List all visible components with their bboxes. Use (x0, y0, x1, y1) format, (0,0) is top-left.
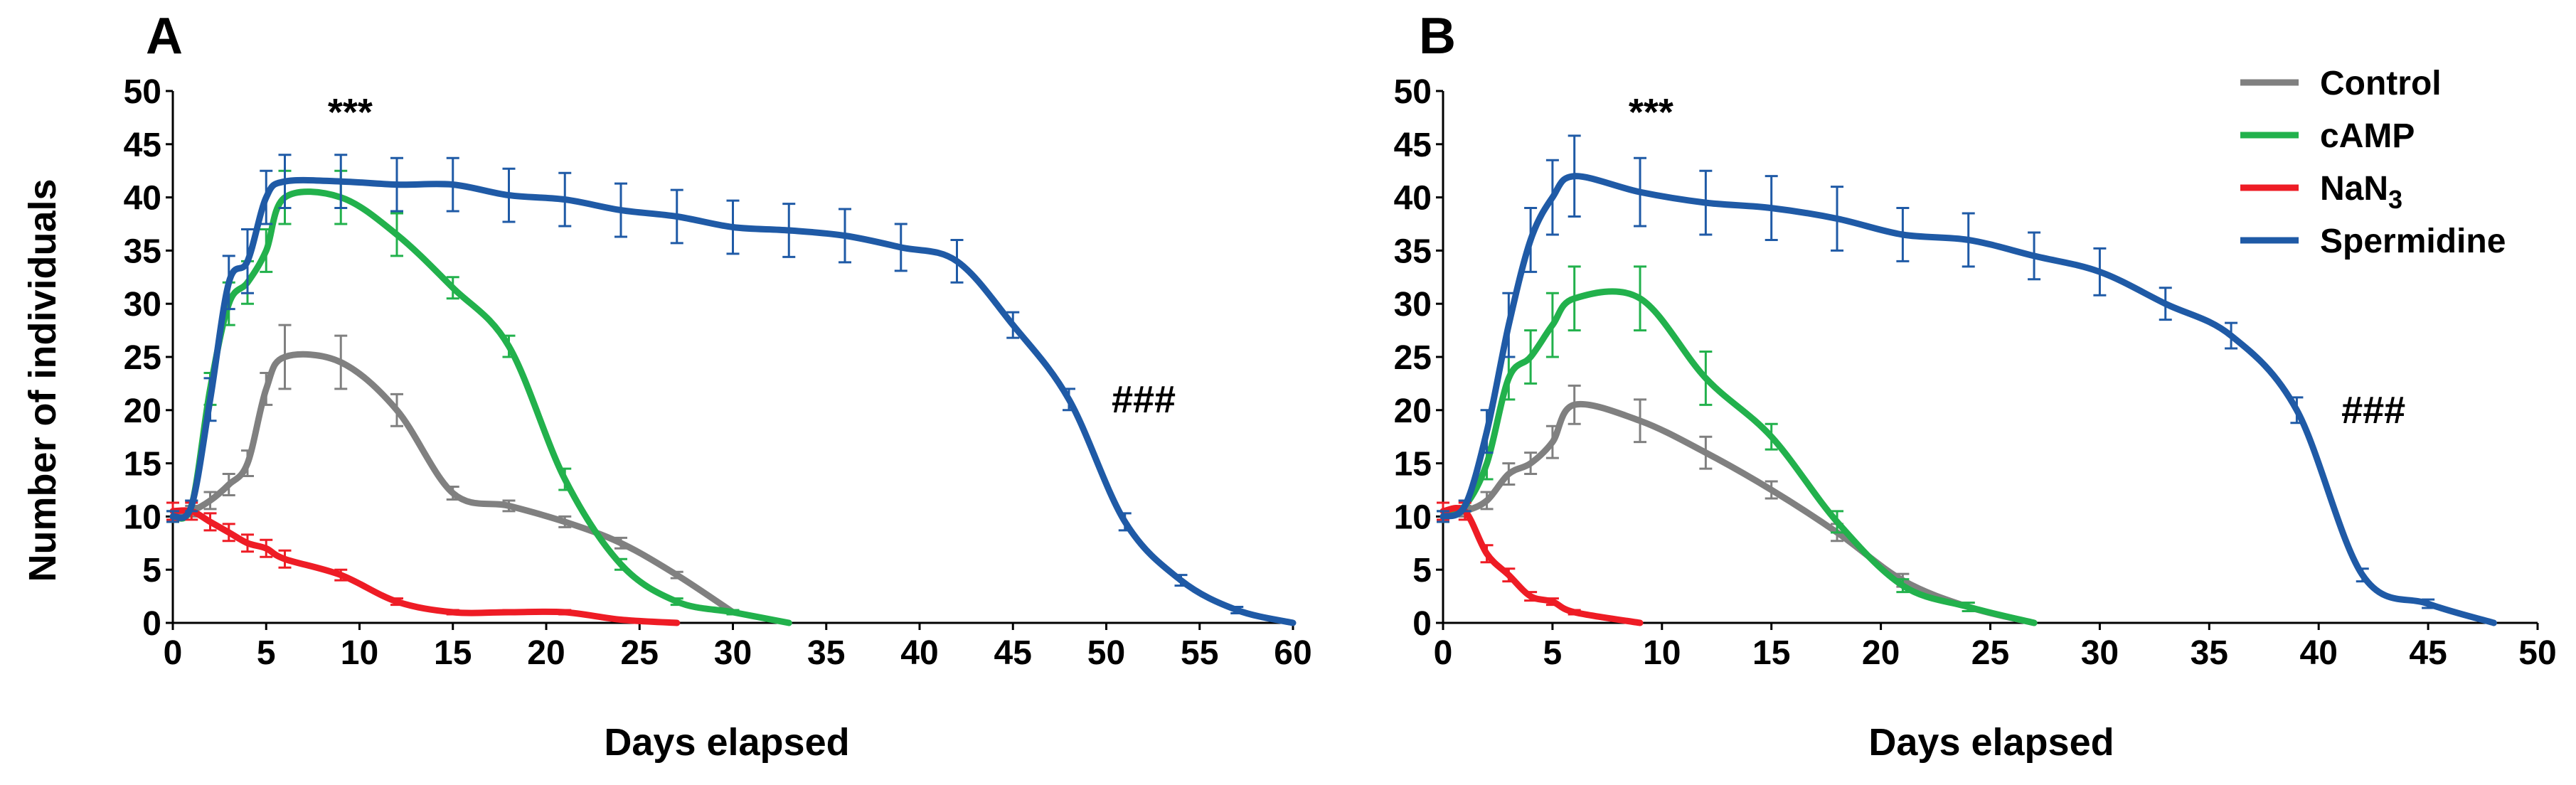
y-tick-label: 0 (142, 605, 161, 643)
y-tick-label: 5 (1412, 552, 1432, 589)
y-tick-label: 30 (1394, 286, 1432, 324)
y-tick-label: 50 (124, 73, 161, 111)
y-tick-label: 25 (1394, 339, 1432, 377)
y-tick-label: 5 (142, 552, 161, 589)
series-control (1437, 384, 2038, 626)
x-tick-label: 40 (2300, 634, 2338, 672)
panel-b: B Days elapsed 0 5 10 15 20 25 30 35 40 45 50 0 5 10 1… (1394, 8, 2557, 764)
series-spermidine (1437, 134, 2497, 626)
x-tick-label: 35 (807, 634, 845, 672)
y-tick-label: 40 (124, 180, 161, 218)
legend-item-spermidine: Spermidine (2240, 223, 2506, 260)
y-tick-label: 10 (124, 498, 161, 536)
panel-label-a: A (146, 8, 183, 65)
x-tick-label: 25 (1971, 634, 2009, 672)
y-tick-label: 10 (1394, 498, 1432, 536)
series-camp (1437, 265, 2038, 626)
series-camp (166, 169, 792, 626)
legend-item-control: Control (2240, 65, 2442, 102)
y-tick-label: 50 (1394, 73, 1432, 111)
x-tick-label: 60 (1274, 634, 1311, 672)
x-tick-label: 15 (434, 634, 472, 672)
x-tick-label: 50 (1087, 634, 1125, 672)
panel-a: A Number of individuals Days elapsed 0 5 1… (21, 8, 1312, 764)
x-tick-label: 55 (1181, 634, 1218, 672)
x-tick-label: 0 (164, 634, 183, 672)
y-tick-label: 25 (124, 339, 161, 377)
legend-item-nan3: NaN3 (2240, 170, 2402, 214)
series-line-nan3 (169, 507, 681, 626)
legend-label: NaN3 (2320, 170, 2402, 214)
series-line-control (169, 351, 736, 616)
y-tick-label: 35 (124, 233, 161, 270)
x-tick-label: 30 (714, 634, 752, 672)
y-tick-label: 15 (124, 446, 161, 484)
series-nan3 (166, 501, 681, 626)
x-tick-label: 40 (900, 634, 938, 672)
x-tick-label: 5 (1543, 634, 1563, 672)
series-nan3 (1437, 501, 1644, 626)
series-control (166, 324, 740, 616)
significance-annotation: ### (1112, 378, 1176, 421)
panel-label-b: B (1419, 8, 1456, 65)
legend-label: Spermidine (2320, 223, 2506, 260)
legend-label: cAMP (2320, 117, 2415, 155)
y-tick-label: 0 (1412, 605, 1432, 643)
x-tick-label: 10 (341, 634, 378, 672)
x-tick-label: 45 (2409, 634, 2447, 672)
series-line-spermidine (1439, 173, 2497, 626)
x-tick-label: 20 (527, 634, 565, 672)
y-tick-label: 15 (1394, 446, 1432, 484)
y-tick-label: 20 (124, 392, 161, 430)
x-tick-label: 10 (1643, 634, 1681, 672)
x-tick-label: 20 (1862, 634, 1900, 672)
y-tick-label: 35 (1394, 233, 1432, 270)
series-line-control (1439, 400, 2038, 626)
x-tick-label: 30 (2081, 634, 2119, 672)
x-tick-label: 50 (2518, 634, 2556, 672)
significance-annotation: *** (328, 91, 373, 134)
series-line-camp (169, 188, 792, 626)
y-axis-label: Number of individuals (21, 178, 64, 582)
x-axis-label-a: Days elapsed (604, 721, 849, 764)
series-line-nan3 (1439, 505, 1644, 626)
legend-item-camp: cAMP (2240, 117, 2415, 155)
x-tick-label: 25 (621, 634, 659, 672)
series-spermidine (166, 154, 1297, 626)
x-tick-label: 35 (2191, 634, 2228, 672)
series-line-camp (1439, 288, 2038, 626)
legend-label: Control (2320, 65, 2442, 102)
x-tick-label: 15 (1752, 634, 1790, 672)
legend: Control cAMP NaN3 Spermidine (2240, 65, 2506, 260)
x-tick-label: 5 (257, 634, 276, 672)
series-line-spermidine (169, 176, 1297, 626)
y-tick-label: 45 (1394, 127, 1432, 164)
y-tick-label: 30 (124, 286, 161, 324)
significance-annotation: ### (2341, 389, 2405, 432)
y-tick-label: 40 (1394, 180, 1432, 218)
x-tick-label: 45 (994, 634, 1032, 672)
y-tick-label: 20 (1394, 392, 1432, 430)
y-tick-label: 45 (124, 127, 161, 164)
significance-annotation: *** (1629, 91, 1673, 134)
x-tick-label: 0 (1434, 634, 1453, 672)
x-axis-label-b: Days elapsed (1868, 721, 2114, 764)
